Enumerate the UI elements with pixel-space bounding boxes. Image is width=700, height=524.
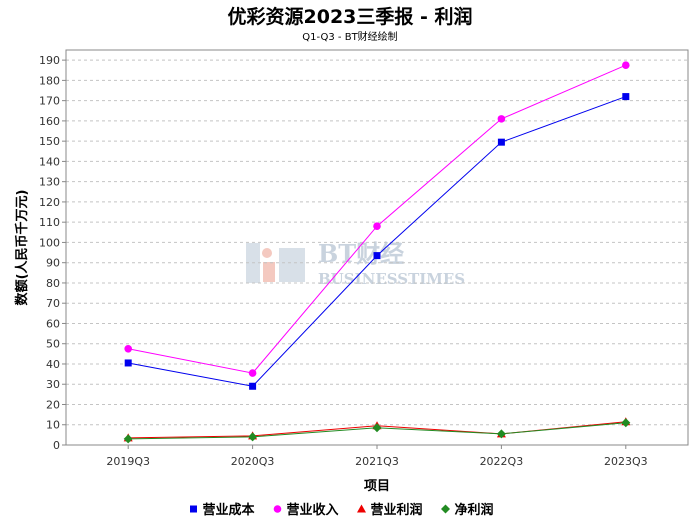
data-point: [124, 344, 132, 353]
x-tick-label: 2023Q3: [604, 455, 648, 468]
data-point: [373, 222, 381, 231]
watermark-logo-dot: [262, 248, 272, 258]
chart-subtitle: Q1-Q3 - BT财经绘制: [302, 32, 398, 43]
y-tick-label: 30: [46, 378, 60, 391]
legend: 营业成本 营业收入 营业利润 净利润: [190, 502, 494, 518]
y-tick-label: 170: [39, 95, 60, 108]
data-point: [496, 429, 506, 439]
chart-title: 优彩资源2023三季报 - 利润: [227, 6, 473, 28]
y-tick-label: 70: [46, 297, 60, 310]
data-point: [621, 418, 631, 428]
grid: [66, 59, 688, 446]
x-tick-label: 2019Q3: [106, 455, 150, 468]
y-tick-label: 110: [39, 216, 60, 229]
x-axis: 2019Q3 2020Q3 2021Q3 2022Q3 2023Q3: [106, 445, 648, 468]
data-point: [372, 423, 382, 433]
legend-marker: [190, 505, 197, 513]
y-tick-label: 190: [39, 54, 60, 67]
watermark-brand: BT财经: [318, 239, 404, 268]
data-point: [249, 382, 257, 390]
x-axis-label: 项目: [364, 479, 390, 494]
y-tick-label: 130: [39, 176, 60, 189]
watermark-logo-block: [263, 262, 275, 282]
data-point: [622, 61, 630, 69]
series-4: [123, 418, 631, 444]
legend-item: 营业收入: [273, 502, 339, 518]
y-tick-label: 0: [53, 439, 60, 452]
x-tick-label: 2022Q3: [480, 455, 524, 468]
legend-item: 营业成本: [190, 502, 255, 518]
legend-item: 净利润: [441, 502, 494, 518]
legend-marker: [273, 505, 282, 513]
y-tick-label: 100: [39, 236, 60, 249]
data-point: [123, 434, 133, 444]
watermark-logo-frame: [279, 248, 305, 282]
data-point: [622, 93, 630, 101]
data-point: [497, 138, 505, 146]
data-point: [373, 252, 381, 260]
data-point: [248, 369, 257, 377]
y-tick-label: 140: [39, 155, 60, 168]
data-point: [124, 359, 132, 367]
y-tick-label: 90: [46, 257, 60, 270]
y-tick-label: 60: [46, 317, 60, 330]
legend-label: 营业利润: [371, 502, 423, 518]
legend-label: 营业成本: [203, 502, 255, 518]
y-tick-label: 10: [46, 419, 60, 432]
y-axis: 0 10 20 30 40 50 60 70 80 90 100 110 120 130 140 150 160…: [39, 54, 66, 452]
x-tick-label: 2021Q3: [355, 455, 399, 468]
legend-marker: [357, 504, 366, 513]
y-tick-label: 160: [39, 115, 60, 128]
legend-label: 营业收入: [287, 502, 339, 518]
y-tick-label: 180: [39, 74, 60, 87]
y-tick-label: 40: [46, 358, 60, 371]
y-axis-label: 数额(人民币千万元): [14, 190, 30, 306]
data-point: [497, 115, 506, 123]
y-tick-label: 20: [46, 398, 60, 411]
x-tick-label: 2020Q3: [231, 455, 275, 468]
series-2: [124, 61, 630, 377]
y-tick-label: 150: [39, 135, 60, 148]
legend-item: 营业利润: [357, 502, 423, 518]
series-line: [128, 64, 626, 374]
legend-label: 净利润: [455, 502, 494, 518]
series-group: [123, 61, 631, 444]
series-1: [124, 93, 630, 390]
legend-marker: [441, 504, 450, 514]
watermark-sub: BUSINESSTIMES: [318, 270, 465, 288]
y-tick-label: 120: [39, 196, 60, 209]
watermark: BT财经 BUSINESSTIMES: [246, 239, 465, 288]
y-tick-label: 80: [46, 277, 60, 290]
data-point: [248, 432, 258, 442]
y-tick-label: 50: [46, 338, 60, 351]
